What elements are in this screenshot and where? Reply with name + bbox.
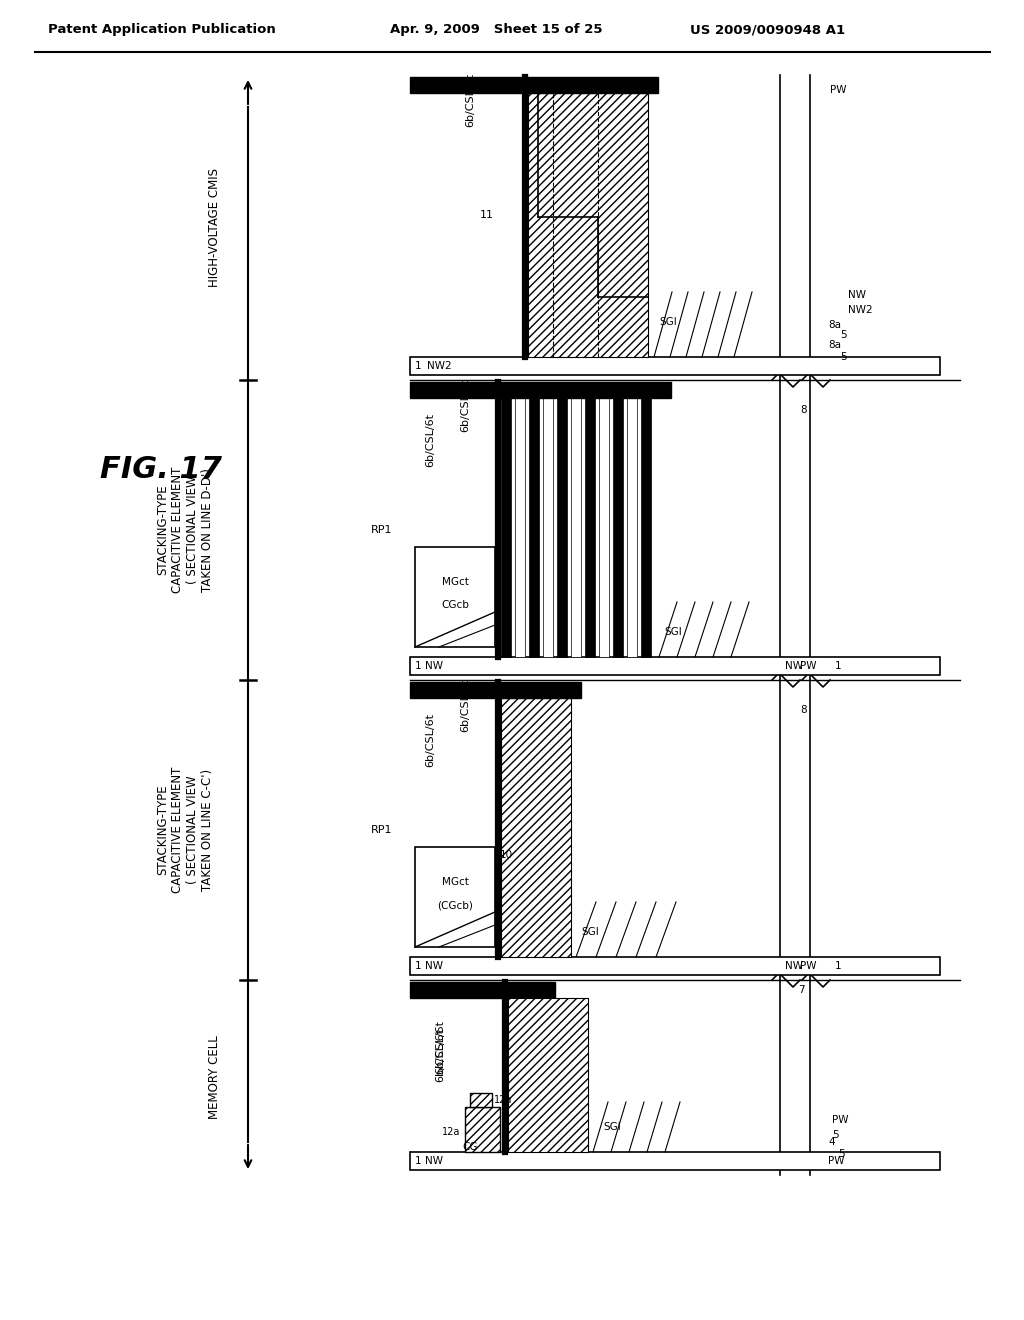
Bar <box>641 399 651 657</box>
Text: 12a: 12a <box>442 1127 461 1137</box>
Text: 5: 5 <box>840 352 847 362</box>
Text: PW: PW <box>828 1156 845 1166</box>
Bar <box>470 1093 492 1107</box>
Text: 8a: 8a <box>828 341 841 350</box>
Text: FIG. 17: FIG. 17 <box>100 455 222 484</box>
Text: 1: 1 <box>415 1156 422 1166</box>
Text: PW: PW <box>800 961 816 972</box>
Bar <box>410 957 940 975</box>
Text: 6b/CSL/6t: 6b/CSL/6t <box>435 1020 445 1074</box>
Bar <box>465 1107 500 1152</box>
Text: PW: PW <box>800 661 816 671</box>
Text: 6b/CSL/6t: 6b/CSL/6t <box>435 1028 445 1082</box>
Text: 11: 11 <box>480 210 494 220</box>
Text: SGI: SGI <box>659 317 677 327</box>
Text: PW: PW <box>831 1115 849 1125</box>
Bar <box>528 92 648 356</box>
Text: 8: 8 <box>800 405 807 414</box>
Bar <box>627 399 637 657</box>
Text: STACKING-TYPE
CAPACITIVE ELEMENT
( SECTIONAL VIEW
TAKEN ON LINE D-D'): STACKING-TYPE CAPACITIVE ELEMENT ( SECTI… <box>156 467 214 593</box>
Text: 1: 1 <box>835 661 842 671</box>
Text: 1: 1 <box>835 961 842 972</box>
Text: MGct: MGct <box>441 577 468 587</box>
Text: SGI: SGI <box>664 627 682 638</box>
Text: NW: NW <box>425 961 443 972</box>
Bar <box>415 847 495 946</box>
Text: MGct: MGct <box>441 876 468 887</box>
Text: SGI: SGI <box>603 1122 621 1133</box>
Text: PW: PW <box>830 84 847 95</box>
Text: 10: 10 <box>500 850 513 861</box>
Bar <box>410 682 581 698</box>
Text: (CGcb): (CGcb) <box>437 900 473 909</box>
Text: NW: NW <box>848 290 866 300</box>
Text: NW2: NW2 <box>427 360 452 371</box>
Text: CG: CG <box>462 1142 477 1152</box>
Bar <box>585 399 595 657</box>
Text: 1: 1 <box>415 661 422 671</box>
Text: 6b/CSL/6t: 6b/CSL/6t <box>425 713 435 767</box>
Text: NW: NW <box>785 961 803 972</box>
Text: 7: 7 <box>798 985 805 995</box>
Text: STACKING-TYPE
CAPACITIVE ELEMENT
( SECTIONAL VIEW
TAKEN ON LINE C-C'): STACKING-TYPE CAPACITIVE ELEMENT ( SECTI… <box>156 767 214 894</box>
Text: MEMORY CELL: MEMORY CELL <box>209 1036 221 1119</box>
Text: RP1: RP1 <box>371 525 392 535</box>
Text: US 2009/0090948 A1: US 2009/0090948 A1 <box>690 24 845 37</box>
Text: Apr. 9, 2009   Sheet 15 of 25: Apr. 9, 2009 Sheet 15 of 25 <box>390 24 602 37</box>
Text: 8: 8 <box>800 705 807 715</box>
Bar <box>410 356 940 375</box>
Text: 8a: 8a <box>828 319 841 330</box>
Text: 5: 5 <box>840 330 847 341</box>
Text: CGcb: CGcb <box>441 601 469 610</box>
Text: Patent Application Publication: Patent Application Publication <box>48 24 275 37</box>
Text: SGI: SGI <box>581 927 599 937</box>
Text: 12a: 12a <box>494 1096 512 1105</box>
Text: 1: 1 <box>415 360 422 371</box>
Bar <box>613 399 623 657</box>
Bar <box>410 1152 940 1170</box>
Bar <box>410 77 658 92</box>
Bar <box>501 698 571 957</box>
Text: NW: NW <box>425 1156 443 1166</box>
Bar <box>599 399 609 657</box>
Text: 5: 5 <box>838 1148 845 1159</box>
Bar <box>543 399 553 657</box>
Text: RP1: RP1 <box>371 825 392 836</box>
Text: 6b/CSL/6t: 6b/CSL/6t <box>460 678 470 733</box>
Bar <box>571 399 581 657</box>
Bar <box>410 657 940 675</box>
Text: NW: NW <box>785 661 803 671</box>
Text: 4: 4 <box>828 1137 835 1147</box>
Text: 6b/CSL/6t: 6b/CSL/6t <box>460 378 470 432</box>
Bar <box>515 399 525 657</box>
Bar <box>508 998 588 1152</box>
Text: 6b/CSL/6t: 6b/CSL/6t <box>425 413 435 467</box>
Text: NW2: NW2 <box>848 305 872 315</box>
Text: 6b/CSL/6t: 6b/CSL/6t <box>465 73 475 127</box>
Bar <box>529 399 539 657</box>
Bar <box>410 982 555 998</box>
Bar <box>501 399 511 657</box>
Bar <box>557 399 567 657</box>
Bar <box>415 546 495 647</box>
Text: 1: 1 <box>415 961 422 972</box>
Bar <box>410 381 671 399</box>
Text: NW: NW <box>425 661 443 671</box>
Text: HIGH-VOLTAGE CMIS: HIGH-VOLTAGE CMIS <box>209 168 221 286</box>
Text: 5: 5 <box>831 1130 839 1140</box>
